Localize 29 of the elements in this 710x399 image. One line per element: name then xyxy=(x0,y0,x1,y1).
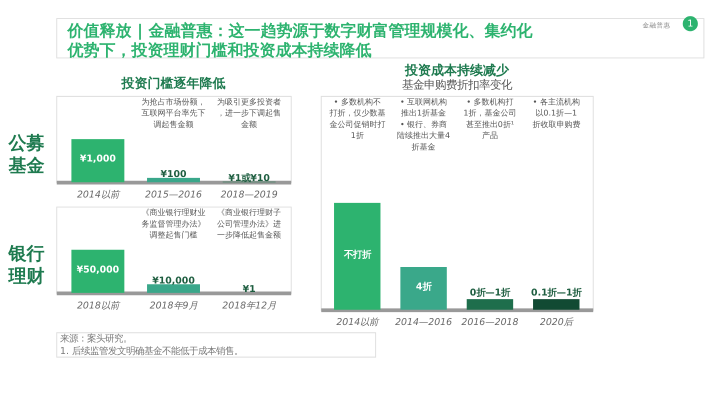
x-tick-label: 2014以前 xyxy=(76,190,121,201)
x-tick-label: 2014以前 xyxy=(336,317,380,328)
data-label: ¥10,000 xyxy=(152,275,196,286)
x-tick-label: 2016—2018 xyxy=(461,317,518,328)
y-axis-title: 银行理财 xyxy=(7,244,44,288)
text: 价值释放 | 金融普惠：这一趋势源于数字财富管理规模化、集约化优势下，投资理财门槛和投资成本持续降低 xyxy=(66,20,534,60)
x-tick-label: 2018年12月 xyxy=(222,300,278,312)
text: 1 xyxy=(687,18,694,30)
data-label: ¥1,000 xyxy=(80,154,116,165)
x-tick-label: 2020后 xyxy=(540,317,575,328)
source-note: 来源：案头研究。 xyxy=(60,334,132,345)
data-label: ¥1或¥10 xyxy=(228,173,270,184)
chart-subtitle: 基金申购费折扣率变化 xyxy=(402,78,512,92)
chart-title: 投资成本持续减少 xyxy=(404,63,510,78)
data-label: 0折—1折 xyxy=(470,288,510,299)
chart-title: 投资门槛逐年降低 xyxy=(120,75,226,92)
text: 1. 后续监管发文明确基金不能低于成本销售。 xyxy=(60,346,243,357)
x-tick-label: 2018—2019 xyxy=(220,190,278,201)
data-label: ¥50,000 xyxy=(76,264,120,276)
data-label: ¥100 xyxy=(160,169,188,180)
data-label: ¥1 xyxy=(242,284,256,296)
x-tick-label: 2018以前 xyxy=(76,300,121,312)
data-label: 0.1折—1折 xyxy=(531,288,582,299)
data-label: 不打折 xyxy=(342,249,371,260)
data-label: 4折 xyxy=(416,281,432,292)
y-axis-title: 公募基金 xyxy=(7,133,44,177)
x-tick-label: 2015—2016 xyxy=(145,190,202,201)
x-tick-label: 2018年9月 xyxy=(150,300,198,312)
x-tick-label: 2014—2016 xyxy=(395,317,452,328)
